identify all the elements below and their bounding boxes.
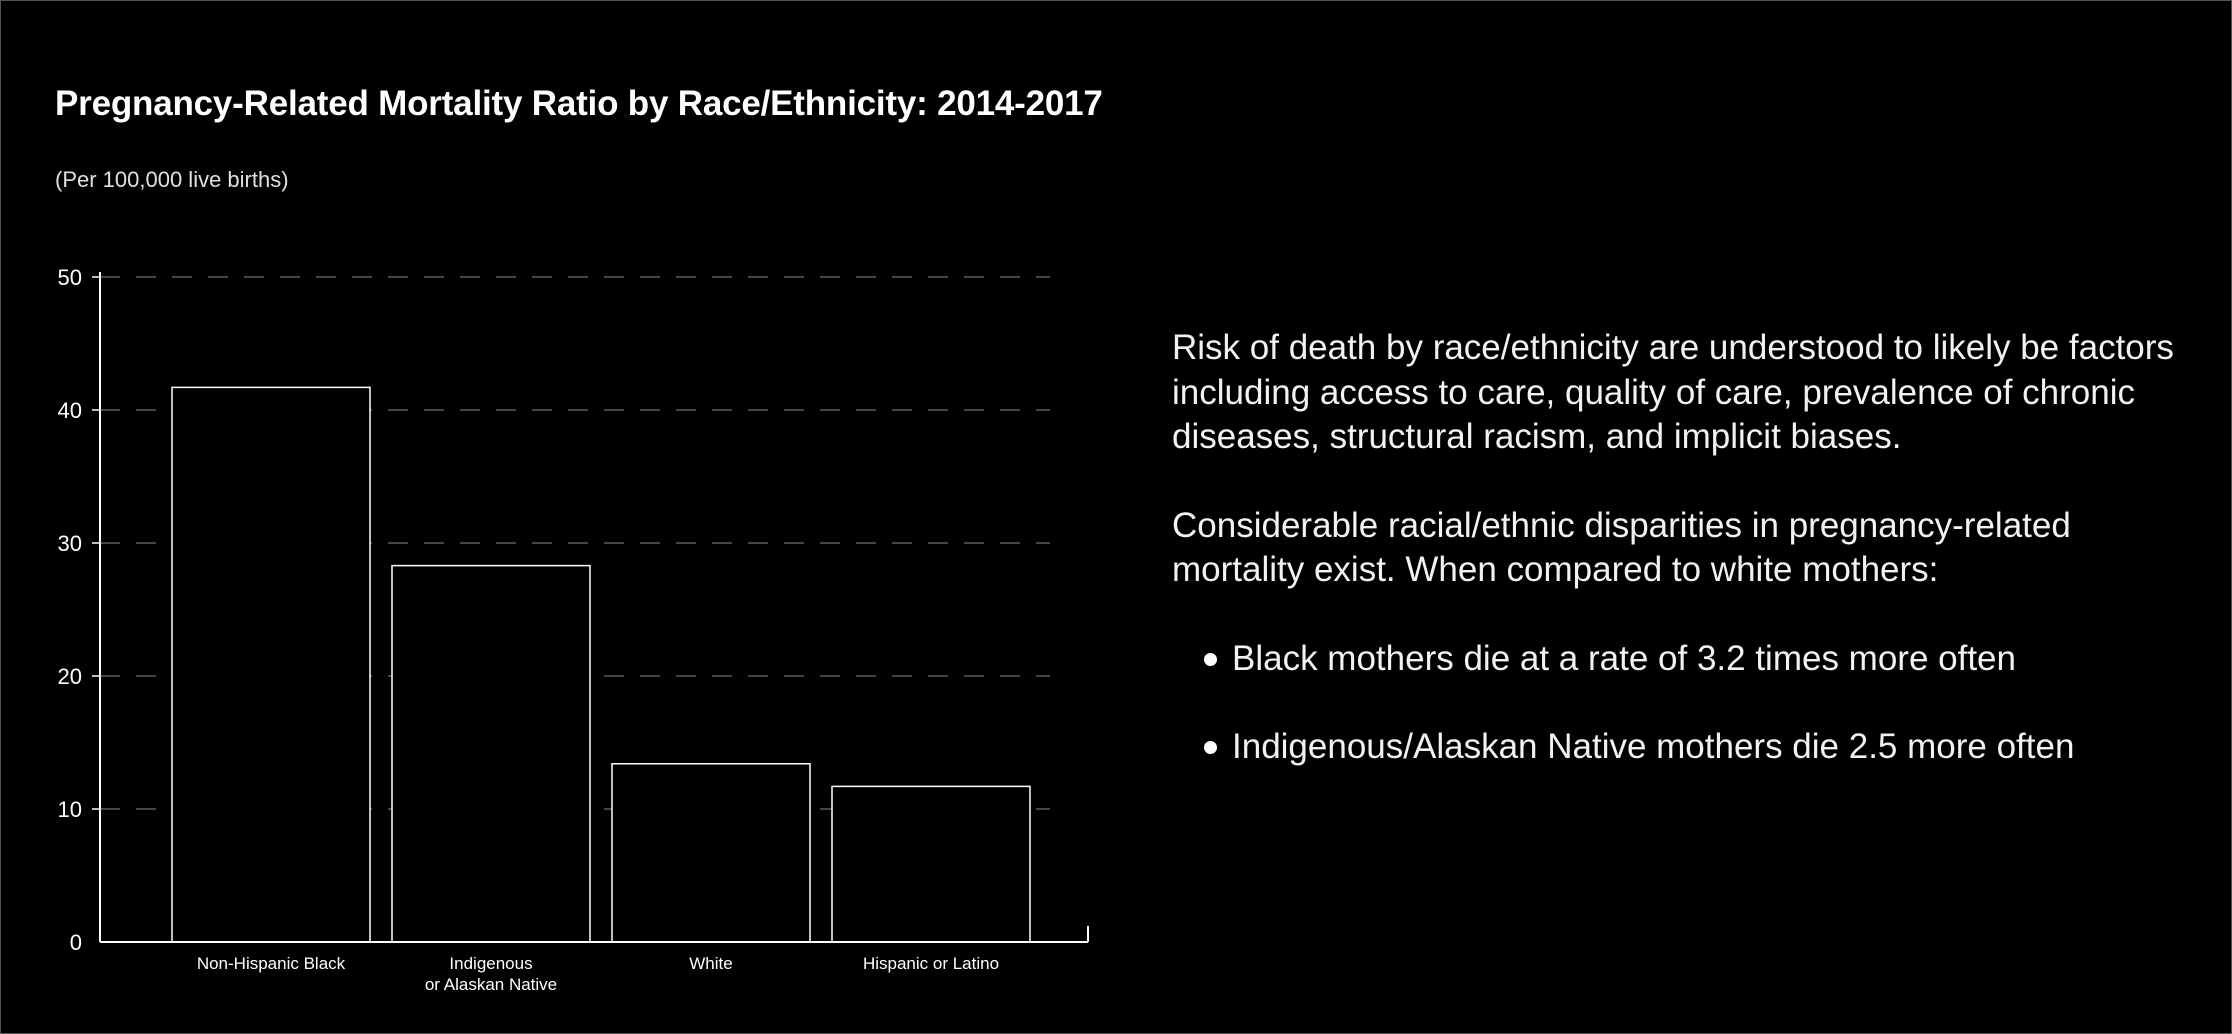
bar-chart: 0 10 20 30 40 50 Non-Hispanic Black Indigenous o… [58, 265, 1089, 994]
x-category-label-line: Non-Hispanic Black [197, 954, 346, 973]
paragraph-risk-factors: Risk of death by race/ethnicity are unde… [1172, 328, 2174, 456]
x-category-label-line: White [689, 954, 732, 973]
comparison-list: Black mothers die at a rate of 3.2 times… [1172, 637, 2182, 770]
bullet-icon [1204, 652, 1217, 666]
bar [831, 785, 1031, 943]
x-category-label-line: or Alaskan Native [425, 975, 557, 994]
y-tick-label: 50 [58, 265, 82, 290]
y-tick-label: 20 [58, 664, 82, 689]
bar [171, 386, 371, 943]
paragraph-disparities: Considerable racial/ethnic disparities i… [1172, 505, 2071, 590]
y-tick-label: 10 [58, 797, 82, 822]
text-panel: Risk of death by race/ethnicity are unde… [1172, 326, 2182, 814]
bullet-text: Black mothers die at a rate of 3.2 times… [1232, 638, 2016, 678]
bullet-text: Indigenous/Alaskan Native mothers die 2.… [1232, 727, 2075, 766]
list-item: Black mothers die at a rate of 3.2 times… [1172, 637, 2182, 682]
x-category-label: White [689, 954, 732, 973]
y-tick-label: 40 [58, 398, 82, 423]
x-category-label: Non-Hispanic Black [197, 954, 346, 973]
y-tick-label: 0 [70, 930, 82, 955]
bar [611, 763, 811, 943]
x-category-label: Hispanic or Latino [863, 954, 999, 973]
list-item: Indigenous/Alaskan Native mothers die 2.… [1172, 725, 2182, 770]
x-category-label-line: Indigenous [449, 954, 532, 973]
chart-title: Pregnancy-Related Mortality Ratio by Rac… [55, 84, 1103, 123]
bar [391, 564, 591, 943]
x-category-label-line: Hispanic or Latino [863, 954, 999, 973]
y-tick-label: 30 [58, 531, 82, 556]
x-category-label: Indigenous or Alaskan Native [425, 954, 557, 994]
bullet-icon [1204, 741, 1217, 754]
chart-subtitle: (Per 100,000 live births) [55, 167, 289, 192]
